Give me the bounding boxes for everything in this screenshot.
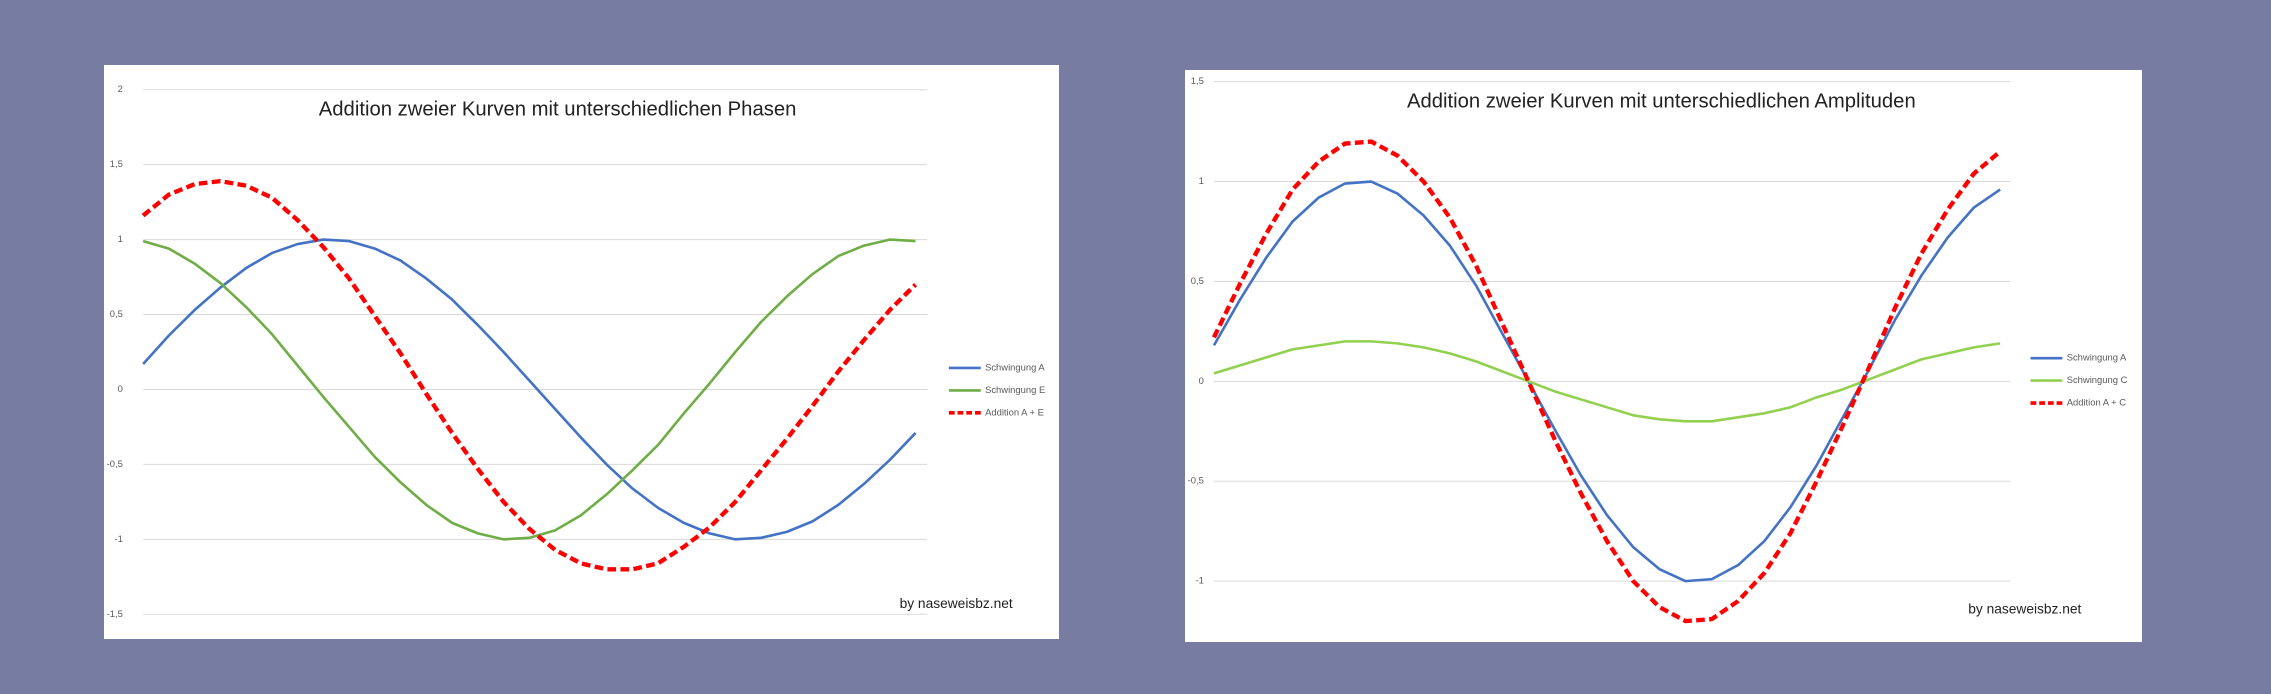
y-tick-label: 1 — [1199, 175, 1204, 186]
chart-phases: Addition zweier Kurven mit unterschiedli… — [104, 65, 1059, 639]
legend-label: Addition A + E — [985, 406, 1044, 417]
chart-amplitudes: Addition zweier Kurven mit unterschiedli… — [1185, 70, 2142, 642]
y-tick-label: 0,5 — [1191, 275, 1204, 286]
series-line — [142, 238, 916, 541]
y-tick-label: -1,5 — [107, 608, 123, 619]
y-tick-label: 1 — [118, 233, 123, 244]
annotation: by naseweisbz.net — [900, 596, 1013, 611]
series-line — [1213, 340, 2001, 423]
y-tick-label: 0 — [1199, 375, 1204, 386]
legend-label: Schwingung A — [985, 361, 1045, 372]
y-tick-label: 1,5 — [1191, 75, 1204, 86]
chart-title: Addition zweier Kurven mit unterschiedli… — [1407, 90, 1916, 112]
legend-label: Schwingung A — [2067, 352, 2127, 363]
y-tick-label: 0 — [118, 383, 123, 394]
y-tick-label: -1 — [1195, 575, 1203, 586]
y-tick-label: 0,5 — [110, 308, 123, 319]
y-tick-label: 2 — [118, 83, 123, 94]
y-tick-label: 1,5 — [110, 158, 123, 169]
y-tick-label: -0,5 — [107, 458, 123, 469]
legend-label: Schwingung E — [985, 384, 1045, 395]
series-line — [1212, 139, 2002, 624]
y-tick-label: -1 — [114, 533, 122, 544]
chart-title: Addition zweier Kurven mit unterschiedli… — [319, 98, 797, 120]
legend-label: Schwingung C — [2067, 374, 2128, 385]
annotation: by naseweisbz.net — [1968, 602, 2081, 617]
legend-label: Addition A + C — [2067, 397, 2127, 408]
y-tick-label: -0,5 — [1188, 475, 1204, 486]
series-line — [142, 238, 917, 541]
series-line — [141, 178, 918, 572]
